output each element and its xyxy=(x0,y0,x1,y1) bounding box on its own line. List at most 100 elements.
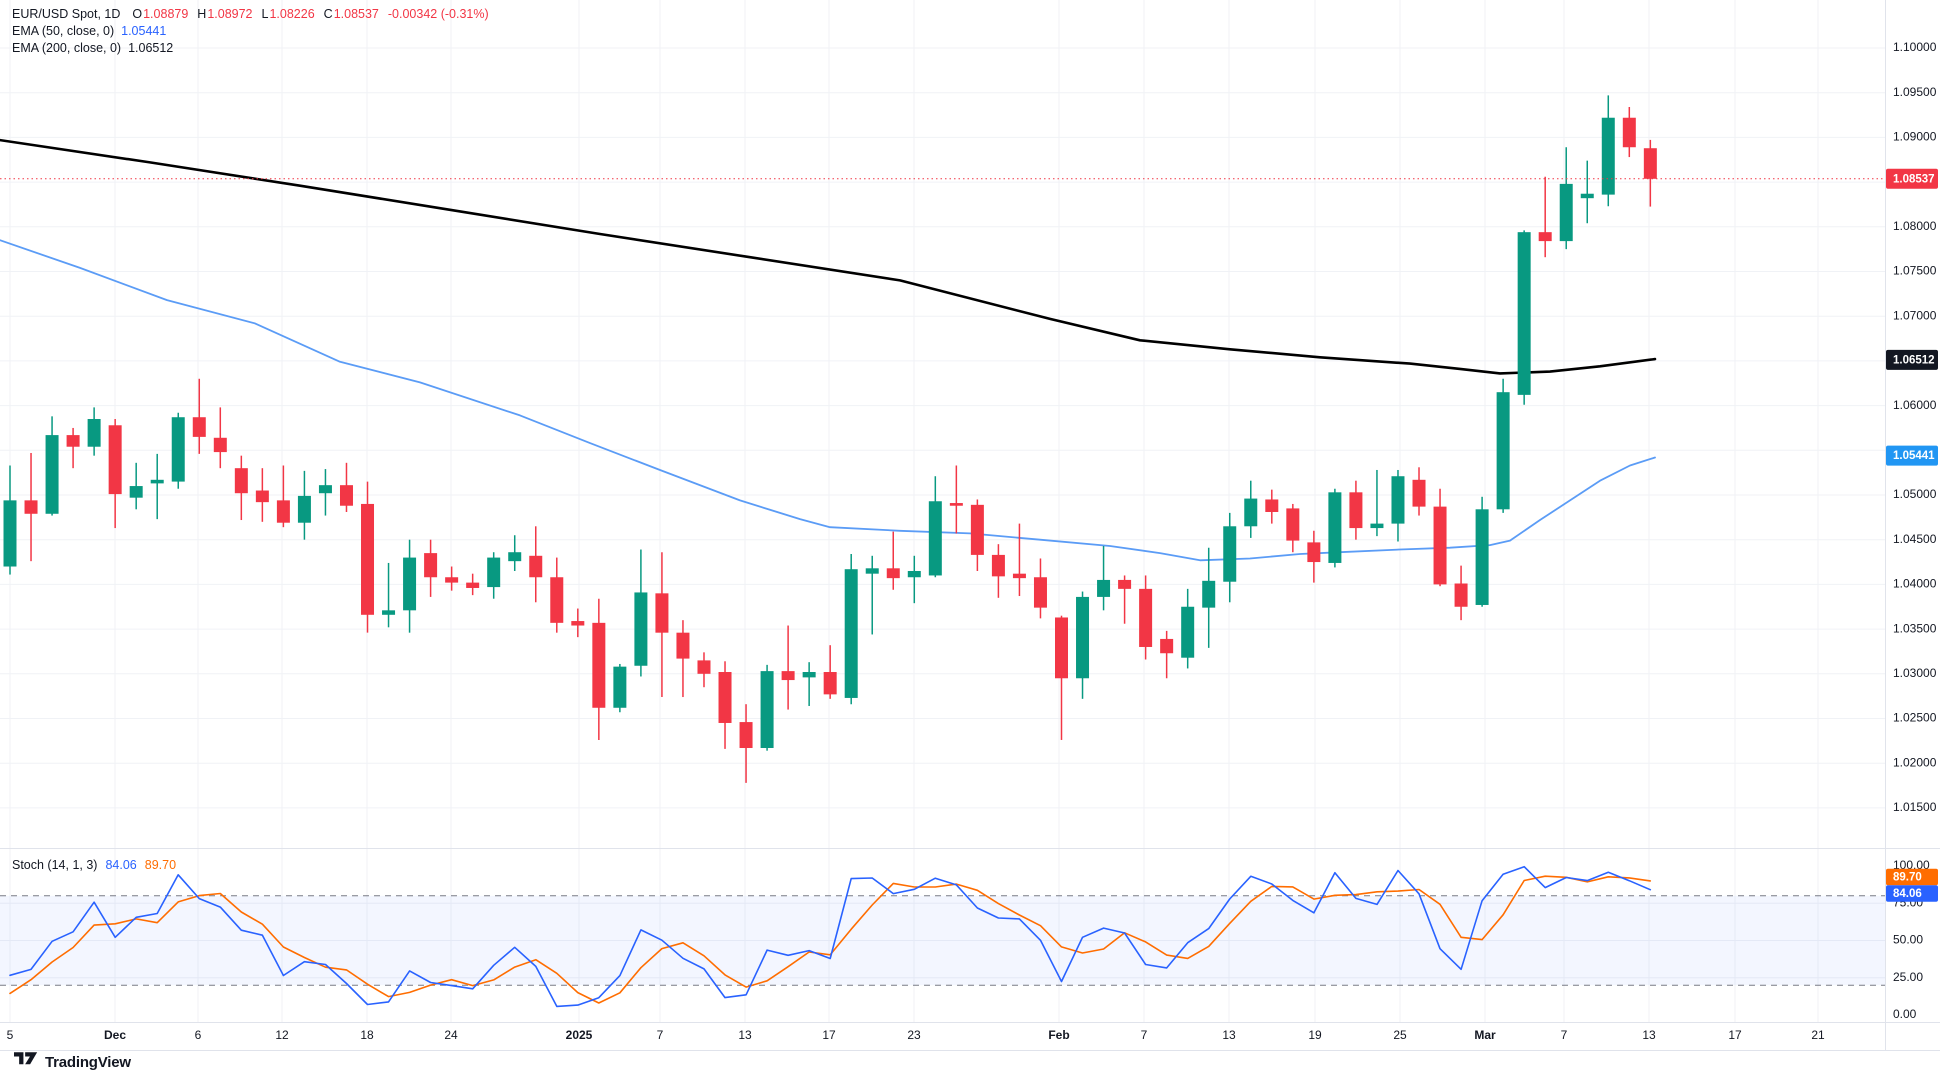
candle[interactable] xyxy=(970,499,984,571)
svg-text:17: 17 xyxy=(822,1028,836,1042)
candle[interactable] xyxy=(108,419,122,529)
svg-text:7: 7 xyxy=(1561,1028,1568,1042)
svg-text:13: 13 xyxy=(1222,1028,1236,1042)
symbol-legend-row[interactable]: EUR/USD Spot, 1D O1.08879 H1.08972 L1.08226… xyxy=(12,6,489,22)
candle[interactable] xyxy=(1055,615,1068,740)
candle[interactable] xyxy=(508,535,522,571)
candle[interactable] xyxy=(1076,591,1090,699)
candle[interactable] xyxy=(886,531,900,590)
candle[interactable] xyxy=(234,455,248,521)
candle[interactable] xyxy=(844,554,858,705)
candle[interactable] xyxy=(1160,630,1174,679)
candle[interactable] xyxy=(1391,469,1405,542)
candle[interactable] xyxy=(781,625,795,710)
candle[interactable] xyxy=(550,557,564,633)
candle[interactable] xyxy=(1012,523,1026,597)
candle[interactable] xyxy=(297,470,311,540)
candle[interactable] xyxy=(1454,565,1468,621)
ema50-legend-row[interactable]: EMA (50, close, 0) 1.05441 xyxy=(12,23,489,39)
candle[interactable] xyxy=(739,704,753,783)
candle[interactable] xyxy=(1475,496,1489,607)
candle[interactable] xyxy=(949,465,963,534)
candle[interactable] xyxy=(1265,489,1279,524)
candle[interactable] xyxy=(1244,480,1258,538)
candle[interactable] xyxy=(676,620,690,698)
candle[interactable] xyxy=(697,652,711,688)
time-axis[interactable]: 5 Dec 6 12 18 24 2025 7 13 17 23 Feb 7 13 19 25 Mar 7 13 17… xyxy=(7,1028,1825,1042)
tradingview-logo[interactable]: TradingView xyxy=(14,1052,131,1072)
candle[interactable] xyxy=(1601,95,1615,207)
candle[interactable] xyxy=(865,555,879,635)
svg-text:23: 23 xyxy=(907,1028,921,1042)
candle[interactable] xyxy=(466,573,480,596)
candle[interactable] xyxy=(1139,575,1153,660)
candle[interactable] xyxy=(403,539,417,633)
candle[interactable] xyxy=(129,462,143,510)
candle[interactable] xyxy=(213,407,227,469)
candle[interactable] xyxy=(171,412,185,489)
candle[interactable] xyxy=(150,453,164,520)
candle[interactable] xyxy=(1538,176,1552,258)
svg-text:19: 19 xyxy=(1308,1028,1322,1042)
stoch-k-line[interactable] xyxy=(9,865,1652,1008)
ema200-line[interactable] xyxy=(0,138,1657,375)
candle[interactable] xyxy=(802,662,816,706)
candle[interactable] xyxy=(276,465,290,528)
candle[interactable] xyxy=(1622,107,1636,158)
candle[interactable] xyxy=(382,562,396,628)
candle[interactable] xyxy=(45,416,59,516)
ema50-line[interactable] xyxy=(0,239,1656,562)
candle[interactable] xyxy=(1118,575,1132,624)
candle[interactable] xyxy=(318,469,332,516)
candle[interactable] xyxy=(339,462,353,512)
candle[interactable] xyxy=(1328,488,1342,568)
candle[interactable] xyxy=(592,598,606,740)
candle[interactable] xyxy=(1097,545,1111,611)
candle[interactable] xyxy=(1370,469,1384,537)
candle[interactable] xyxy=(634,549,648,677)
stoch-d-line[interactable] xyxy=(9,875,1652,1004)
candle[interactable] xyxy=(1286,503,1300,553)
stoch-legend-row[interactable]: Stoch (14, 1, 3) 84.06 89.70 xyxy=(12,858,176,872)
candle[interactable] xyxy=(445,566,459,591)
ema200-legend-row[interactable]: EMA (200, close, 0) 1.06512 xyxy=(12,40,489,56)
candle[interactable] xyxy=(192,378,206,454)
candle[interactable] xyxy=(1580,160,1594,224)
candle[interactable] xyxy=(1307,530,1321,583)
candle[interactable] xyxy=(928,476,942,578)
candle[interactable] xyxy=(1496,378,1510,513)
candle[interactable] xyxy=(487,552,501,599)
candle[interactable] xyxy=(1033,558,1047,619)
ema50-value: 1.05441 xyxy=(121,24,167,38)
candle[interactable] xyxy=(3,465,17,575)
candle[interactable] xyxy=(571,608,585,638)
candle[interactable] xyxy=(24,452,38,562)
candle[interactable] xyxy=(760,664,774,751)
candle[interactable] xyxy=(1517,230,1531,405)
candle[interactable] xyxy=(613,663,627,713)
candle[interactable] xyxy=(1349,480,1363,540)
candle[interactable] xyxy=(529,526,543,603)
candle[interactable] xyxy=(718,661,732,749)
candle[interactable] xyxy=(1412,467,1426,516)
candle[interactable] xyxy=(1559,147,1573,250)
candle[interactable] xyxy=(1202,547,1216,648)
candle[interactable] xyxy=(1433,488,1447,587)
candle[interactable] xyxy=(1181,588,1195,669)
candle[interactable] xyxy=(87,407,101,456)
candle[interactable] xyxy=(424,539,438,597)
candle[interactable] xyxy=(1643,139,1657,207)
candle[interactable] xyxy=(66,427,80,469)
price-axis[interactable]: 1.10000 1.09500 1.09000 1.08000 1.07500 1.070… xyxy=(1893,40,1937,1021)
candle[interactable] xyxy=(1223,512,1237,603)
candle[interactable] xyxy=(991,544,1005,598)
candle[interactable] xyxy=(907,555,921,604)
candle[interactable] xyxy=(655,552,669,698)
open-value: 1.08879 xyxy=(143,7,189,21)
candles-layer[interactable] xyxy=(3,95,1657,783)
candle[interactable] xyxy=(255,468,269,522)
change-value: -0.00342 (-0.31%) xyxy=(387,7,489,21)
candle[interactable] xyxy=(823,645,837,699)
candle[interactable] xyxy=(361,481,375,633)
